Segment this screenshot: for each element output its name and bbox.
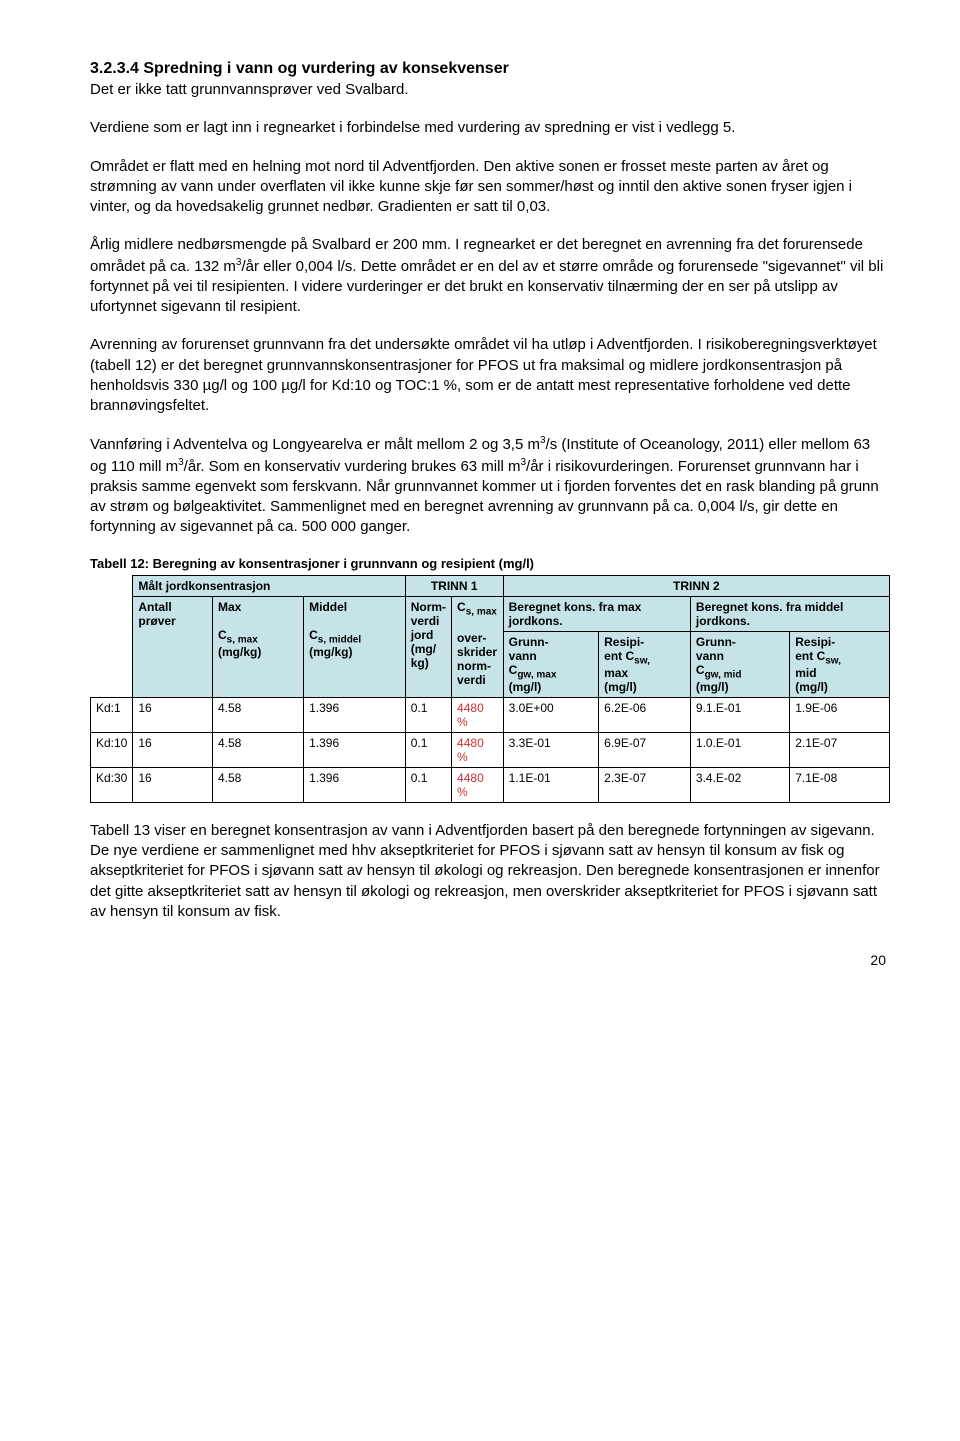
text: Cs, middel (mg/kg) [309, 628, 361, 659]
text: Grunn-vannCgw, mid(mg/l) [696, 635, 742, 694]
table-header: Grunn-vannCgw, max(mg/l) [503, 631, 599, 697]
table-header: Resipi-ent Csw,max(mg/l) [599, 631, 691, 697]
table-cell: 1.0.E-01 [690, 732, 789, 767]
table-cell: Kd:10 [91, 732, 133, 767]
table-cell: 6.2E-06 [599, 697, 691, 732]
table-header: Norm-verdijord(mg/kg) [405, 596, 451, 697]
text: Resipi-ent Csw,max(mg/l) [604, 635, 650, 694]
table-header: Resipi-ent Csw,mid(mg/l) [790, 631, 890, 697]
table-cell: 1.1E-01 [503, 767, 599, 802]
page-number: 20 [90, 952, 890, 968]
text: Cs, max [457, 600, 497, 614]
table-body: Kd:1 16 4.58 1.396 0.1 4480 % 3.0E+00 6.… [91, 697, 890, 802]
text: Max [218, 600, 241, 614]
table-row: Kd:10 16 4.58 1.396 0.1 4480 % 3.3E-01 6… [91, 732, 890, 767]
text: /år. Som en konservativ vurdering brukes… [184, 458, 521, 475]
text: over-skridernorm-verdi [457, 631, 497, 687]
table-header: Middel Cs, middel (mg/kg) [304, 596, 406, 697]
table-cell: 16 [133, 767, 213, 802]
table-row: Kd:1 16 4.58 1.396 0.1 4480 % 3.0E+00 6.… [91, 697, 890, 732]
text: Norm-verdijord(mg/kg) [411, 600, 446, 670]
table-header: Cs, max over-skridernorm-verdi [452, 596, 504, 697]
table-cell: Kd:30 [91, 767, 133, 802]
paragraph: Vannføring i Adventelva og Longyearelva … [90, 434, 890, 537]
table-row: Målt jordkonsentrasjon TRINN 1 TRINN 2 [91, 575, 890, 596]
table-cell: 2.1E-07 [790, 732, 890, 767]
table-cell: 7.1E-08 [790, 767, 890, 802]
paragraph: Avrenning av forurenset grunnvann fra de… [90, 335, 890, 416]
table-header: TRINN 1 [405, 575, 503, 596]
text: Vannføring i Adventelva og Longyearelva … [90, 436, 540, 453]
table-head: Målt jordkonsentrasjon TRINN 1 TRINN 2 A… [91, 575, 890, 697]
table-cell: 6.9E-07 [599, 732, 691, 767]
table-row: Antall prøver Max Cs, max (mg/kg) Middel… [91, 596, 890, 631]
table-cell: 16 [133, 732, 213, 767]
table-cell: 3.4.E-02 [690, 767, 789, 802]
table-cell: Kd:1 [91, 697, 133, 732]
table-caption: Tabell 12: Beregning av konsentrasjoner … [90, 556, 890, 571]
concentration-table: Målt jordkonsentrasjon TRINN 1 TRINN 2 A… [90, 575, 890, 803]
table-cell: 0.1 [405, 732, 451, 767]
table-header: Antall prøver [133, 596, 213, 697]
table-header: Max Cs, max (mg/kg) [212, 596, 303, 697]
table-cell: 4480 % [452, 697, 504, 732]
text: Grunn-vannCgw, max(mg/l) [509, 635, 557, 694]
table-cell: 1.9E-06 [790, 697, 890, 732]
table-header: Grunn-vannCgw, mid(mg/l) [690, 631, 789, 697]
table-cell: 4.58 [212, 697, 303, 732]
table-header-blank [91, 575, 133, 697]
table-row: Kd:30 16 4.58 1.396 0.1 4480 % 1.1E-01 2… [91, 767, 890, 802]
table-cell: 0.1 [405, 697, 451, 732]
table-cell: 4480 % [452, 732, 504, 767]
table-cell: 16 [133, 697, 213, 732]
paragraph: Området er flatt med en helning mot nord… [90, 157, 890, 218]
text: Resipi-ent Csw,mid(mg/l) [795, 635, 841, 694]
table-cell: 4.58 [212, 732, 303, 767]
table-cell: 4.58 [212, 767, 303, 802]
table-cell: 3.3E-01 [503, 732, 599, 767]
table-cell: 1.396 [304, 767, 406, 802]
paragraph: Det er ikke tatt grunnvannsprøver ved Sv… [90, 80, 890, 100]
table-cell: 0.1 [405, 767, 451, 802]
table-cell: 3.0E+00 [503, 697, 599, 732]
table-header: Målt jordkonsentrasjon [133, 575, 405, 596]
table-cell: 1.396 [304, 697, 406, 732]
text: Middel [309, 600, 347, 614]
paragraph: Årlig midlere nedbørsmengde på Svalbard … [90, 235, 890, 317]
paragraph: Verdiene som er lagt inn i regnearket i … [90, 118, 890, 138]
table-cell: 2.3E-07 [599, 767, 691, 802]
table-cell: 1.396 [304, 732, 406, 767]
table-cell: 4480 % [452, 767, 504, 802]
table-header: Beregnet kons. fra max jordkons. [503, 596, 690, 631]
paragraph: Tabell 13 viser en beregnet konsentrasjo… [90, 821, 890, 922]
table-cell: 9.1.E-01 [690, 697, 789, 732]
document-page: 3.2.3.4 Spredning i vann og vurdering av… [0, 0, 960, 1008]
table-header: Beregnet kons. fra middel jordkons. [690, 596, 889, 631]
text: Cs, max (mg/kg) [218, 628, 261, 659]
section-heading: 3.2.3.4 Spredning i vann og vurdering av… [90, 60, 890, 78]
text: Antall prøver [138, 600, 175, 628]
table-header: TRINN 2 [503, 575, 889, 596]
